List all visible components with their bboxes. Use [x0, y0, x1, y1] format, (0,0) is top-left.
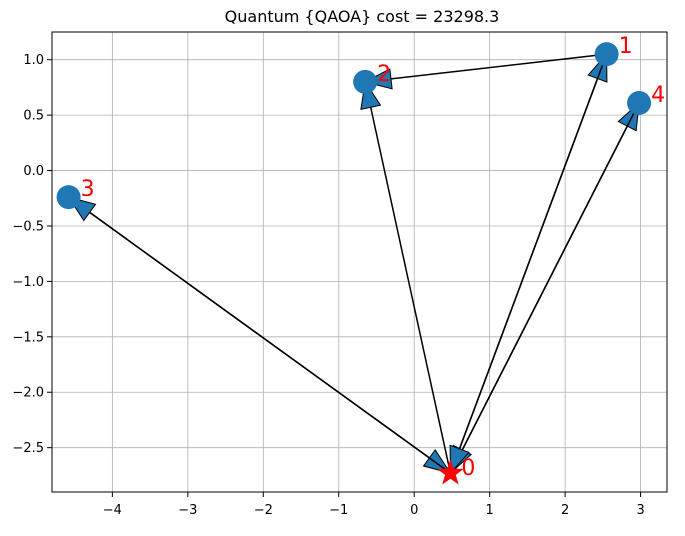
y-tick-label: −1.0: [12, 275, 44, 290]
point-label: 4: [651, 83, 665, 108]
depot-label: 0: [461, 456, 475, 481]
point-label: 1: [619, 34, 633, 59]
route-arrow-line: [390, 53, 607, 80]
x-tick-label: 2: [561, 503, 569, 518]
point-label: 2: [377, 62, 391, 87]
x-axis: −4 −3 −2 −1 0 1 2 3: [103, 492, 645, 518]
route-arrow-line: [458, 53, 608, 450]
y-tick-label: 1.0: [23, 53, 44, 68]
grid: [52, 32, 667, 492]
x-tick-label: 0: [410, 503, 418, 518]
route-arrow-line: [89, 211, 451, 474]
x-tick-label: 3: [636, 503, 644, 518]
y-tick-label: 0.5: [23, 109, 44, 124]
route-arrow-head: [363, 68, 393, 90]
x-tick-label: −4: [103, 503, 122, 518]
point-label: 3: [81, 177, 95, 202]
x-tick-label: −2: [254, 503, 273, 518]
y-tick-label: −0.5: [12, 219, 44, 234]
arrows: [67, 52, 640, 475]
chart-title: Quantum {QAOA} cost = 23298.3: [225, 7, 500, 26]
customer-point: [594, 42, 619, 67]
customer-point: [627, 90, 652, 115]
depot-marker: [437, 459, 464, 485]
y-tick-label: −2.5: [12, 441, 44, 456]
y-axis: 1.0 0.5 0.0 −0.5 −1.0 −1.5 −2.0 −2.5: [12, 53, 52, 456]
points: [56, 42, 652, 485]
route-arrow-head: [449, 444, 470, 475]
customer-point: [56, 185, 81, 210]
route-arrow-line: [369, 107, 452, 474]
customer-point: [353, 69, 378, 94]
plot-frame: [51, 31, 668, 493]
y-tick-label: 0.0: [23, 164, 44, 179]
x-tick-label: −3: [178, 503, 197, 518]
route-arrow-line: [461, 102, 640, 451]
point-labels: 1 2 3 4 0: [81, 34, 665, 481]
x-tick-label: −1: [329, 503, 348, 518]
y-tick-label: −2.0: [12, 386, 44, 401]
y-tick-label: −1.5: [12, 330, 44, 345]
x-tick-label: 1: [486, 503, 494, 518]
